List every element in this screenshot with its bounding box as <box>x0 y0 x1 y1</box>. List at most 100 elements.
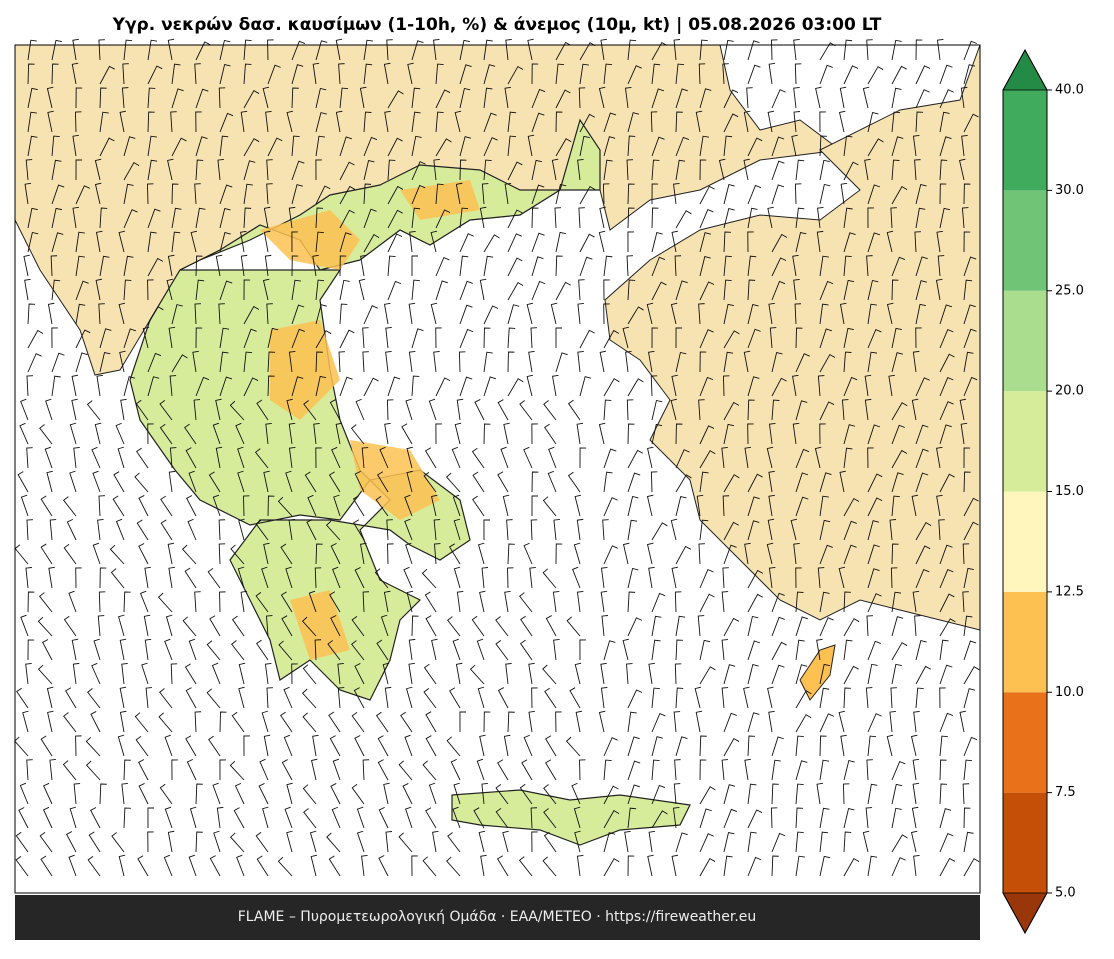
wind-barb <box>123 591 131 613</box>
wind-barb <box>219 376 233 397</box>
wind-barb <box>136 447 149 469</box>
wind-barb <box>936 38 944 61</box>
wind-barb <box>890 567 898 589</box>
wind-barb <box>411 161 426 181</box>
wind-barb <box>356 806 365 829</box>
wind-barb <box>747 40 760 61</box>
wind-barb <box>626 399 634 421</box>
wind-barb <box>576 422 584 445</box>
wind-barb <box>697 615 705 637</box>
wind-barb <box>233 807 245 829</box>
wind-barb <box>555 138 572 157</box>
wind-barb <box>531 471 539 493</box>
wind-barb <box>723 330 740 349</box>
wind-barb <box>963 183 971 205</box>
wind-barb <box>363 305 378 325</box>
wind-barb <box>315 231 324 253</box>
colorbar-band <box>1003 90 1047 191</box>
wind-barb <box>936 494 943 517</box>
wind-barb <box>97 518 104 541</box>
wind-barb <box>507 65 524 85</box>
wind-barb <box>181 544 197 565</box>
wind-barb <box>432 830 439 853</box>
wind-barb <box>603 737 618 757</box>
wind-barb <box>123 328 137 349</box>
wind-barb <box>449 687 461 709</box>
wind-barb <box>291 328 305 349</box>
wind-barb <box>915 568 930 589</box>
wind-barb <box>651 327 659 349</box>
wind-barb <box>459 207 469 229</box>
wind-barb <box>117 734 125 757</box>
wind-barb <box>527 134 535 157</box>
wind-barb <box>963 256 977 277</box>
wind-barb <box>42 639 53 661</box>
wind-barb <box>795 159 805 181</box>
wind-barb <box>119 110 127 133</box>
wind-barb <box>910 830 918 853</box>
wind-barb <box>555 352 568 373</box>
wind-barb <box>219 232 231 253</box>
wind-barb <box>378 806 389 829</box>
wind-barb <box>51 39 62 61</box>
wind-barb <box>123 376 136 397</box>
wind-barb <box>91 662 101 685</box>
wind-barb <box>912 134 920 157</box>
wind-barb <box>141 662 149 685</box>
wind-barb <box>66 518 77 541</box>
wind-barb <box>291 231 298 253</box>
wind-barb <box>48 566 55 589</box>
wind-barb <box>240 110 248 133</box>
wind-barb <box>262 806 269 829</box>
wind-barb <box>771 664 785 685</box>
wind-barb <box>867 329 882 349</box>
wind-barb <box>400 711 413 733</box>
wind-barb <box>523 446 533 469</box>
wind-barb <box>646 494 654 517</box>
wind-barb <box>471 447 485 469</box>
wind-barb <box>675 88 688 109</box>
wind-barb <box>531 423 538 445</box>
wind-barb <box>627 519 638 541</box>
wind-barb <box>339 185 356 205</box>
wind-barb <box>867 663 878 685</box>
wind-barb <box>651 256 666 277</box>
wind-barb <box>243 305 260 325</box>
wind-barb <box>495 640 509 661</box>
wind-barb <box>171 88 184 109</box>
wind-barb <box>20 398 29 421</box>
wind-barb <box>483 39 493 61</box>
wind-barb <box>27 329 44 349</box>
wind-barb <box>483 327 491 349</box>
wind-barb <box>212 782 221 805</box>
wind-barb <box>363 63 373 85</box>
wind-barb <box>288 446 296 469</box>
wind-barb <box>819 280 834 301</box>
wind-barb <box>495 784 509 805</box>
wind-barb <box>576 590 584 613</box>
wind-barb <box>263 206 271 229</box>
wind-barb <box>723 184 735 205</box>
wind-barb <box>408 302 416 325</box>
wind-barb <box>355 398 365 421</box>
wind-barb <box>912 350 920 373</box>
wind-barb <box>483 137 498 157</box>
wind-barb <box>45 398 53 421</box>
wind-barb <box>406 470 413 493</box>
wind-barb <box>452 638 461 661</box>
wind-barb <box>699 569 714 589</box>
wind-barb <box>338 63 345 85</box>
wind-barb <box>843 255 852 277</box>
wind-barb <box>521 759 533 781</box>
wind-barb <box>651 207 659 229</box>
wind-barb <box>195 41 211 61</box>
wind-barb <box>843 135 853 157</box>
wind-barb <box>815 86 822 109</box>
wind-barb <box>278 640 293 661</box>
wind-barb <box>354 735 365 757</box>
wind-barb <box>843 687 851 709</box>
wind-barb <box>551 158 559 181</box>
wind-barb <box>699 735 707 757</box>
wind-barb <box>816 638 823 661</box>
